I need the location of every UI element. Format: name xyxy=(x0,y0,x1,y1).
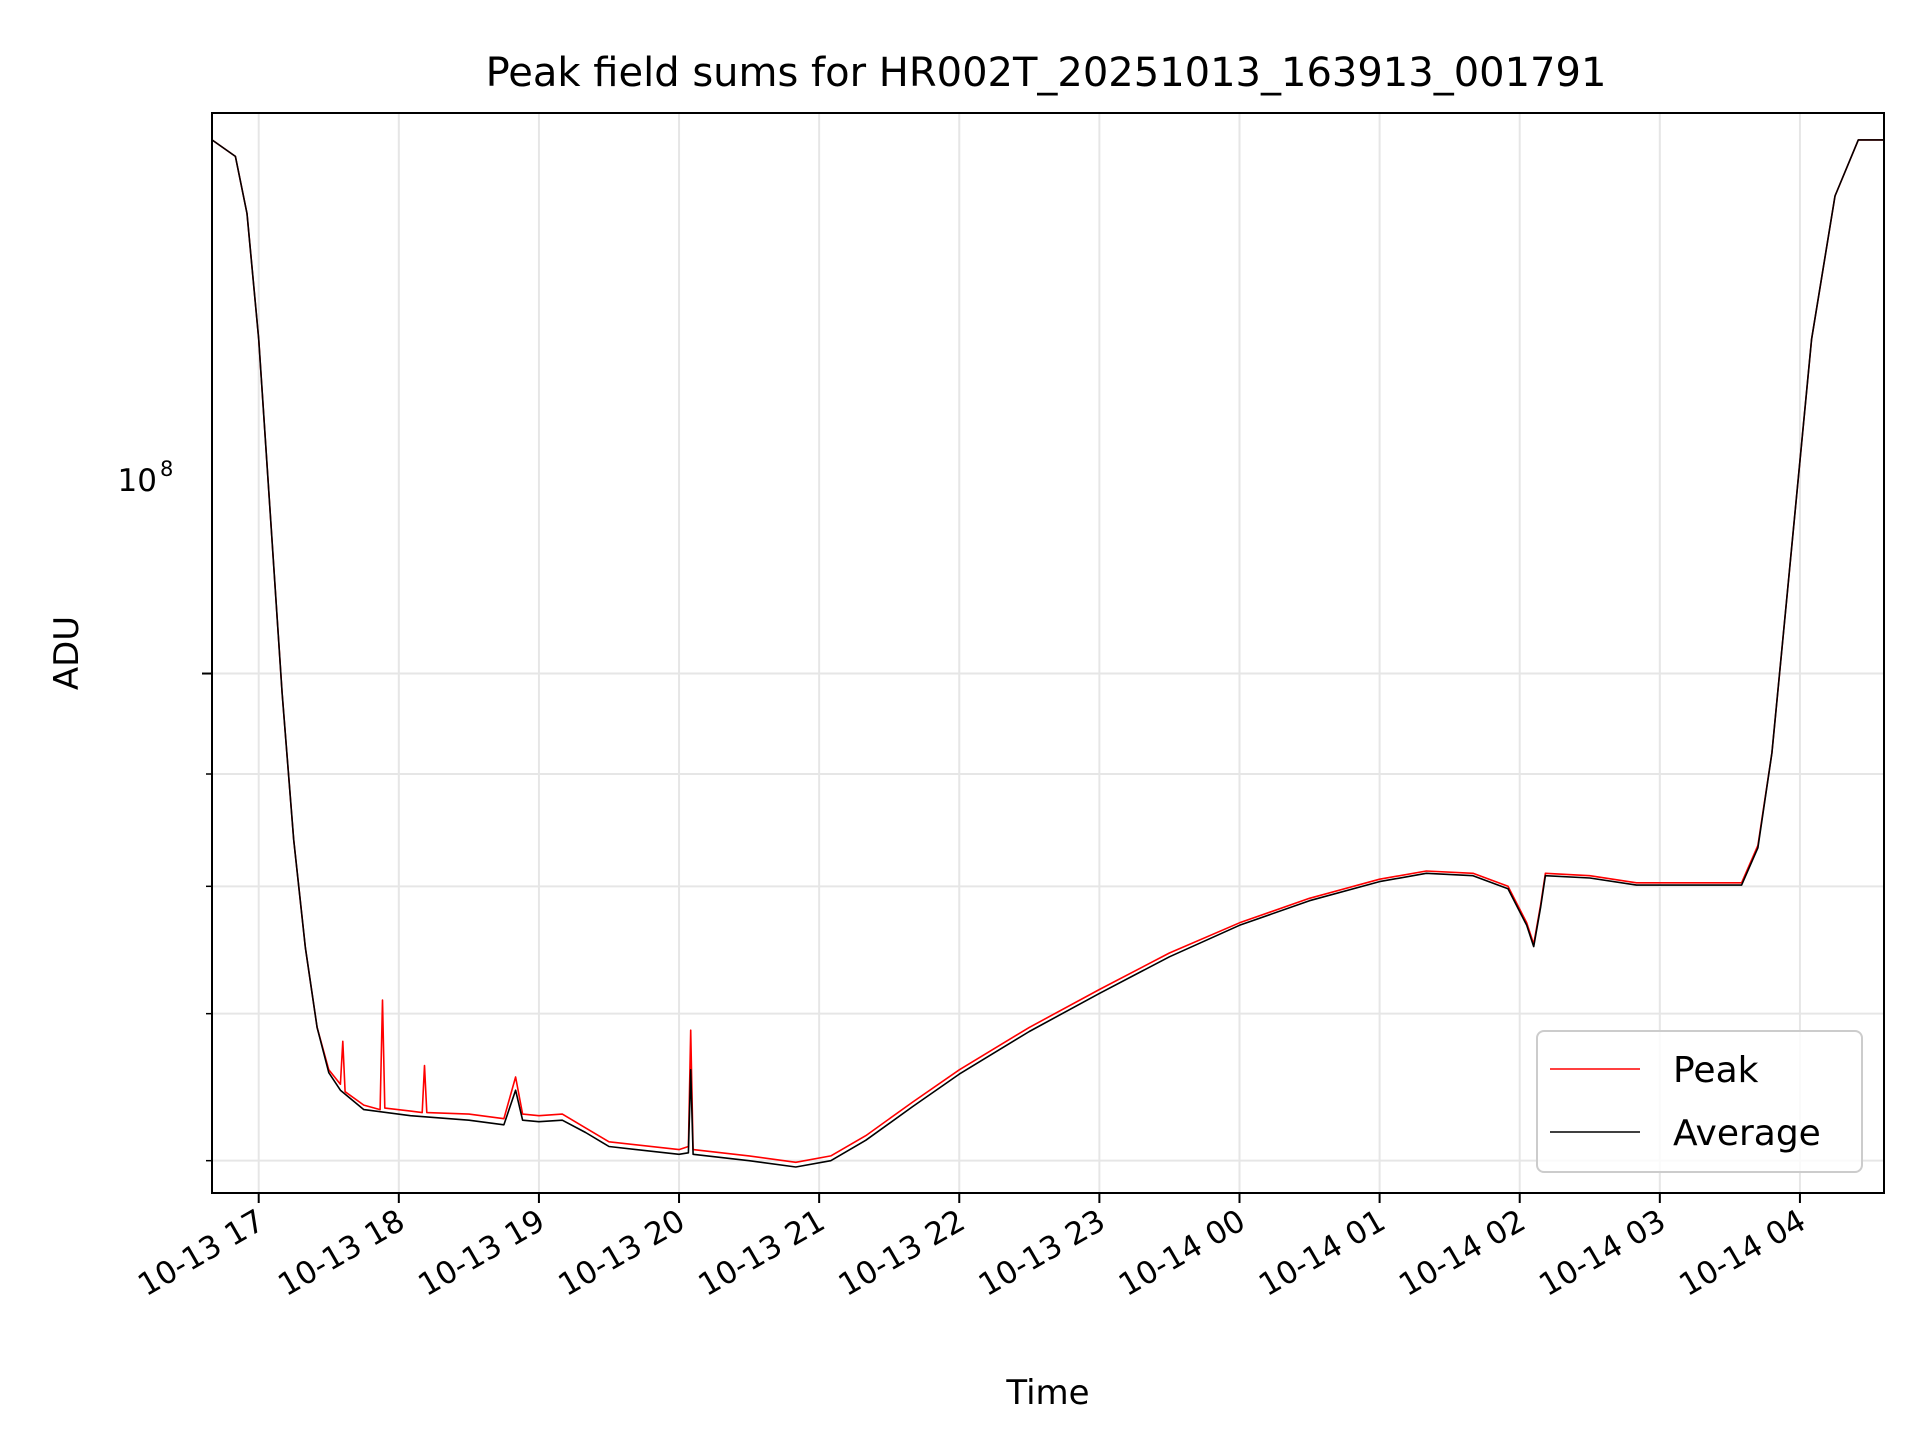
y-tick-label-exponent: 8 xyxy=(160,457,173,481)
series-line-average xyxy=(211,139,1884,1168)
series-line-peak xyxy=(211,139,1884,1164)
legend-label-average: Average xyxy=(1673,1113,1821,1154)
grid xyxy=(212,113,1884,1193)
plot-frame xyxy=(211,112,1885,1194)
legend-label-peak: Peak xyxy=(1673,1050,1759,1091)
chart-title: Peak field sums for HR002T_20251013_1639… xyxy=(486,50,1607,96)
y-tick-label-base: 10 xyxy=(118,463,157,499)
axis-ticks xyxy=(202,672,1801,1203)
plot-area xyxy=(202,112,1885,1203)
x-axis-label: Time xyxy=(1005,1373,1089,1413)
y-axis-tick-label: 10 8 xyxy=(118,457,174,499)
y-axis-label: ADU xyxy=(47,616,87,690)
legend-frame xyxy=(1536,1030,1863,1173)
series-layer xyxy=(211,139,1884,1168)
legend: Peak Average xyxy=(1536,1030,1863,1173)
